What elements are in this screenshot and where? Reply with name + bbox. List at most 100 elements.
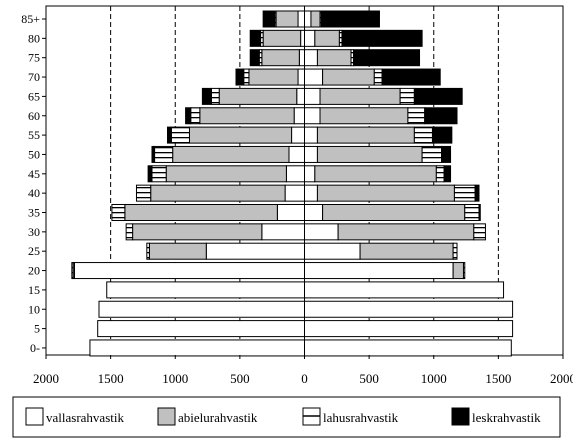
bar-right-vallasrahvastik-65 (304, 87, 321, 105)
bar-right-vallasrahvastik-30 (304, 223, 339, 241)
bar-right-abielurahvastik-70 (322, 68, 375, 86)
y-tick-label-17: 85+ (21, 12, 40, 26)
legend-swatch-abielurahvastik (157, 407, 176, 426)
bar-left-leskrahvastik-65 (201, 87, 212, 105)
bar-left-leskrahvastik-85plus (262, 10, 276, 28)
bar-right-leskrahvastik-85plus (320, 10, 380, 28)
bar-left-vallasrahvastik-70 (297, 68, 306, 86)
bar-left-vallasrahvastik-80 (300, 29, 305, 47)
bar-right-leskrahvastik-50 (441, 145, 452, 163)
bar-right-leskrahvastik-40 (474, 184, 480, 202)
bar-right-vallasrahvastik-40 (304, 184, 318, 202)
bar-right-abielurahvastik-80 (314, 29, 340, 47)
bar-left-vallasrahvastik-65 (296, 87, 305, 105)
bar-right-lahusrahvastik-35 (464, 204, 480, 221)
bar-right-abielurahvastik-85plus (310, 10, 321, 28)
bar-left-abielurahvastik-25 (148, 242, 207, 260)
bar-left-lahusrahvastik-30 (125, 223, 134, 241)
bar-left-vallasrahvastik-25 (205, 242, 306, 260)
y-tick-label-16: 80 (28, 31, 40, 45)
bar-right-vallasrahvastik-45 (304, 165, 316, 183)
legend-item-vallasrahvastik: vallasrahvastik (25, 407, 124, 426)
bar-left-lahusrahvastik-35 (111, 204, 126, 221)
bar-right-vallasrahvastik-25 (304, 242, 361, 260)
bar-left-abielurahvastik-55 (188, 126, 293, 144)
bar-left-vallasrahvastik-50 (288, 145, 305, 163)
x-tick-label-2: 1000 (162, 371, 188, 386)
bar-left-abielurahvastik-40 (150, 184, 286, 202)
bar-left-abielurahvastik-50 (172, 145, 290, 163)
bar-right-leskrahvastik-65 (413, 87, 463, 105)
bar-left-abielurahvastik-85plus (275, 10, 299, 28)
bar-right-lahusrahvastik-20 (462, 262, 466, 280)
y-tick-label-13: 65 (28, 89, 40, 103)
bar-left-vallasrahvastik-35 (276, 204, 306, 221)
bar-left-abielurahvastik-45 (165, 165, 287, 183)
bar-left-lahusrahvastik-45 (151, 165, 167, 183)
bar-left-lahusrahvastik-40 (135, 184, 152, 202)
bar-right-leskrahvastik-55 (431, 126, 453, 144)
bar-right-abielurahvastik-20 (452, 262, 464, 280)
legend-label-abielurahvastik: abielurahvastik (178, 410, 258, 425)
bar-right-abielurahvastik-45 (314, 165, 437, 183)
legend-label-leskrahvastik: leskrahvastik (472, 410, 541, 425)
bar-right-vallasrahvastik-35 (304, 204, 324, 221)
bar-right-vallasrahvastik-75 (304, 49, 318, 67)
bar-left-lahusrahvastik-55 (170, 126, 190, 144)
y-tick-label-9: 45 (28, 167, 40, 181)
bar-right-abielurahvastik-55 (316, 126, 415, 144)
y-tick-label-7: 35 (28, 206, 40, 220)
y-tick-label-12: 60 (28, 109, 40, 123)
bar-left-vallasrahvastik-5 (97, 320, 305, 338)
bar-left-vallasrahvastik-20 (73, 262, 305, 280)
bar-left-abielurahvastik-35 (124, 204, 278, 221)
bar-left-leskrahvastik-45 (147, 165, 153, 183)
y-tick-label-15: 75 (28, 51, 40, 65)
legend-item-abielurahvastik: abielurahvastik (157, 407, 258, 426)
x-tick-label-3: 500 (230, 371, 250, 386)
bar-right-lahusrahvastik-55 (413, 126, 433, 144)
bar-left-abielurahvastik-30 (132, 223, 263, 241)
legend-label-lahusrahvastik: lahusrahvastik (323, 410, 399, 425)
bar-right-vallasrahvastik-15 (304, 281, 505, 299)
bar-left-abielurahvastik-80 (262, 29, 302, 47)
bar-right-abielurahvastik-40 (316, 184, 455, 202)
y-tick-label-2: 10 (28, 302, 40, 316)
y-tick-label-5: 25 (28, 244, 40, 258)
bar-right-abielurahvastik-50 (316, 145, 423, 163)
bar-right-lahusrahvastik-40 (453, 184, 476, 202)
bar-right-abielurahvastik-25 (359, 242, 454, 260)
x-tick-label-5: 500 (359, 371, 379, 386)
y-tick-label-6: 30 (28, 225, 40, 239)
bar-left-leskrahvastik-70 (235, 68, 245, 86)
bar-right-lahusrahvastik-30 (473, 223, 486, 241)
bar-right-lahusrahvastik-25 (452, 242, 458, 260)
bar-left-vallasrahvastik-45 (285, 165, 305, 183)
bar-left-abielurahvastik-75 (261, 49, 300, 67)
y-tick-label-3: 15 (28, 283, 40, 297)
bar-right-leskrahvastik-70 (381, 68, 441, 86)
bar-left-vallasrahvastik-15 (106, 281, 305, 299)
x-tick-label-4: 0 (301, 371, 308, 386)
bar-right-lahusrahvastik-45 (435, 165, 445, 183)
bar-left-leskrahvastik-80 (249, 29, 262, 47)
bar-right-abielurahvastik-60 (319, 107, 409, 125)
x-tick-label-8: 2000 (550, 371, 573, 386)
bar-right-leskrahvastik-35 (478, 204, 481, 221)
bar-left-vallasrahvastik-30 (261, 223, 306, 241)
y-tick-label-8: 40 (28, 186, 40, 200)
bar-left-lahusrahvastik-20 (71, 262, 74, 280)
bar-left-leskrahvastik-60 (185, 107, 192, 125)
bar-left-leskrahvastik-55 (166, 126, 172, 144)
bar-right-abielurahvastik-30 (337, 223, 475, 241)
bar-right-vallasrahvastik-50 (304, 145, 318, 163)
bar-left-vallasrahvastik-40 (284, 184, 305, 202)
bar-right-vallasrahvastik-70 (304, 68, 324, 86)
bar-right-leskrahvastik-45 (443, 165, 452, 183)
bar-left-vallasrahvastik-75 (298, 49, 305, 67)
x-tick-label-6: 1000 (421, 371, 447, 386)
bar-right-vallasrahvastik-85plus (304, 10, 312, 28)
bar-right-lahusrahvastik-60 (407, 107, 426, 125)
bar-right-vallasrahvastik-20 (304, 262, 454, 280)
bar-right-vallasrahvastik-5 (304, 320, 514, 338)
